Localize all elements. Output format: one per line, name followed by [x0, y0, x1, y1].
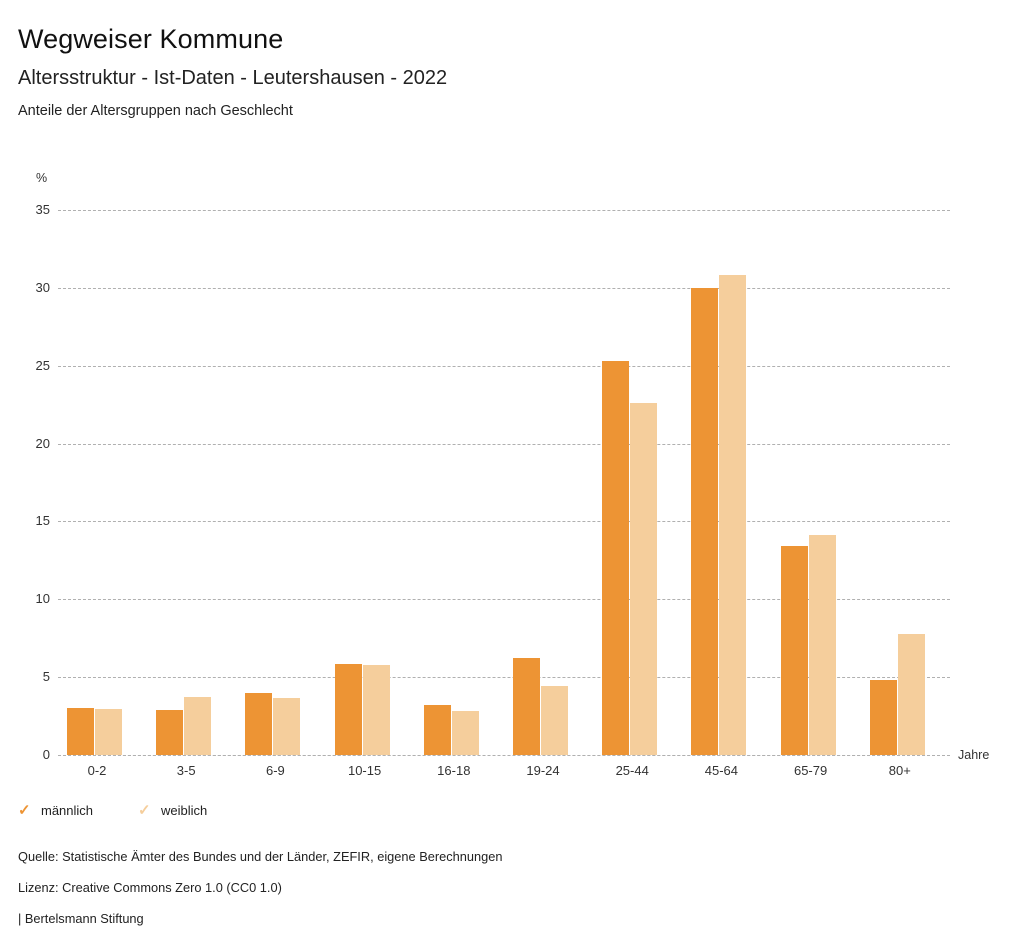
- check-icon: ✓: [138, 801, 151, 819]
- bar-maennlich[interactable]: [423, 705, 451, 755]
- gridline: [58, 287, 950, 289]
- bar-maennlich[interactable]: [780, 546, 808, 755]
- publisher-note: | Bertelsmann Stiftung: [18, 911, 144, 926]
- bar-weiblich[interactable]: [897, 633, 925, 755]
- gridline: [58, 677, 950, 679]
- bar-weiblich[interactable]: [541, 685, 568, 755]
- gridline: [58, 365, 950, 367]
- y-axis-tick-label: 15: [35, 513, 50, 529]
- bar-group: [602, 210, 664, 755]
- y-axis-tick-label: 0: [42, 747, 50, 762]
- bar-group: [513, 210, 575, 755]
- chart-description: Anteile der Altersgruppen nach Geschlech…: [18, 103, 293, 119]
- plot-area: [58, 210, 950, 756]
- y-axis-ticks: 0 5 10 15 20 25 30 35: [0, 202, 50, 762]
- x-axis-ticks: 0-2 3-5 6-9 10-15 16-18 19-24 25-44 45-64 65-79 8…: [58, 763, 950, 787]
- bar-group: [691, 210, 753, 755]
- x-axis-unit-label: Jahre: [958, 748, 990, 762]
- gridline: [58, 443, 950, 445]
- y-axis-tick-label: 25: [35, 357, 50, 373]
- bar-group: [334, 210, 397, 755]
- y-axis-tick-label: 10: [35, 591, 50, 607]
- bar-weiblich[interactable]: [808, 534, 836, 755]
- bar-maennlich[interactable]: [513, 657, 540, 755]
- y-axis-tick-label: 20: [35, 435, 50, 451]
- bar-maennlich[interactable]: [245, 692, 273, 755]
- license-note: Lizenz: Creative Commons Zero 1.0 (CC0 1…: [18, 880, 282, 895]
- bar-group: [869, 210, 932, 755]
- bar-maennlich[interactable]: [691, 287, 719, 755]
- bar-group: [156, 210, 218, 755]
- bar-weiblich[interactable]: [362, 664, 390, 755]
- legend-item-weiblich[interactable]: ✓ weiblich: [138, 801, 208, 819]
- gridline: [58, 521, 950, 523]
- page-title: Wegweiser Kommune: [18, 24, 284, 54]
- x-axis-tick-label: 6-9: [265, 763, 285, 778]
- bar-maennlich[interactable]: [602, 361, 630, 755]
- y-axis-unit-label: %: [36, 171, 48, 185]
- check-icon: ✓: [18, 801, 31, 819]
- x-axis-tick-label: 3-5: [176, 763, 196, 778]
- x-axis-tick-label: 16-18: [437, 763, 471, 778]
- legend-item-label: weiblich: [161, 803, 208, 818]
- x-axis-tick-label: 45-64: [704, 763, 739, 778]
- x-axis-tick-label: 65-79: [793, 763, 828, 778]
- bar-group: [245, 210, 307, 755]
- bar-weiblich[interactable]: [630, 403, 658, 755]
- bar-maennlich[interactable]: [334, 663, 362, 755]
- gridline: [58, 210, 950, 211]
- x-axis-tick-label: 10-15: [347, 763, 382, 778]
- legend-item-maennlich[interactable]: ✓ männlich: [18, 801, 94, 819]
- chart-subtitle: Altersstruktur - Ist-Daten - Leutershaus…: [18, 67, 448, 89]
- y-axis-tick-label: 30: [35, 279, 50, 295]
- bar-chart: % Jahre 0 5 10 15 20 25 30 35 0-2 3-5 6-9 10-15 16-…: [0, 171, 990, 787]
- axis-baseline: [58, 755, 950, 756]
- x-axis-tick-label: 80+: [888, 763, 911, 778]
- bar-weiblich[interactable]: [451, 711, 479, 755]
- x-axis-tick-label: 0-2: [87, 763, 107, 778]
- bar-group: [780, 210, 843, 755]
- x-axis-tick-label: 25-44: [615, 763, 649, 778]
- chart-footer: Quelle: Statistische Ämter des Bundes un…: [18, 841, 918, 934]
- gridline: [58, 599, 950, 601]
- bar-maennlich[interactable]: [869, 680, 897, 755]
- bar-group: [423, 210, 486, 755]
- bar-weiblich[interactable]: [719, 275, 747, 755]
- y-axis-tick-label: 5: [42, 669, 50, 685]
- y-axis-tick-label: 35: [35, 202, 50, 217]
- legend-item-label: männlich: [41, 803, 94, 818]
- chart-header: Wegweiser Kommune Altersstruktur - Ist-D…: [18, 0, 1008, 121]
- source-note: Quelle: Statistische Ämter des Bundes un…: [18, 849, 503, 864]
- bar-weiblich[interactable]: [273, 698, 301, 755]
- bar-maennlich[interactable]: [67, 708, 94, 755]
- bar-group: [67, 210, 129, 755]
- bar-weiblich[interactable]: [95, 709, 122, 755]
- bar-maennlich[interactable]: [156, 709, 184, 755]
- bar-weiblich[interactable]: [184, 696, 212, 755]
- x-axis-tick-label: 19-24: [526, 763, 560, 778]
- bar-series-container: [58, 210, 950, 755]
